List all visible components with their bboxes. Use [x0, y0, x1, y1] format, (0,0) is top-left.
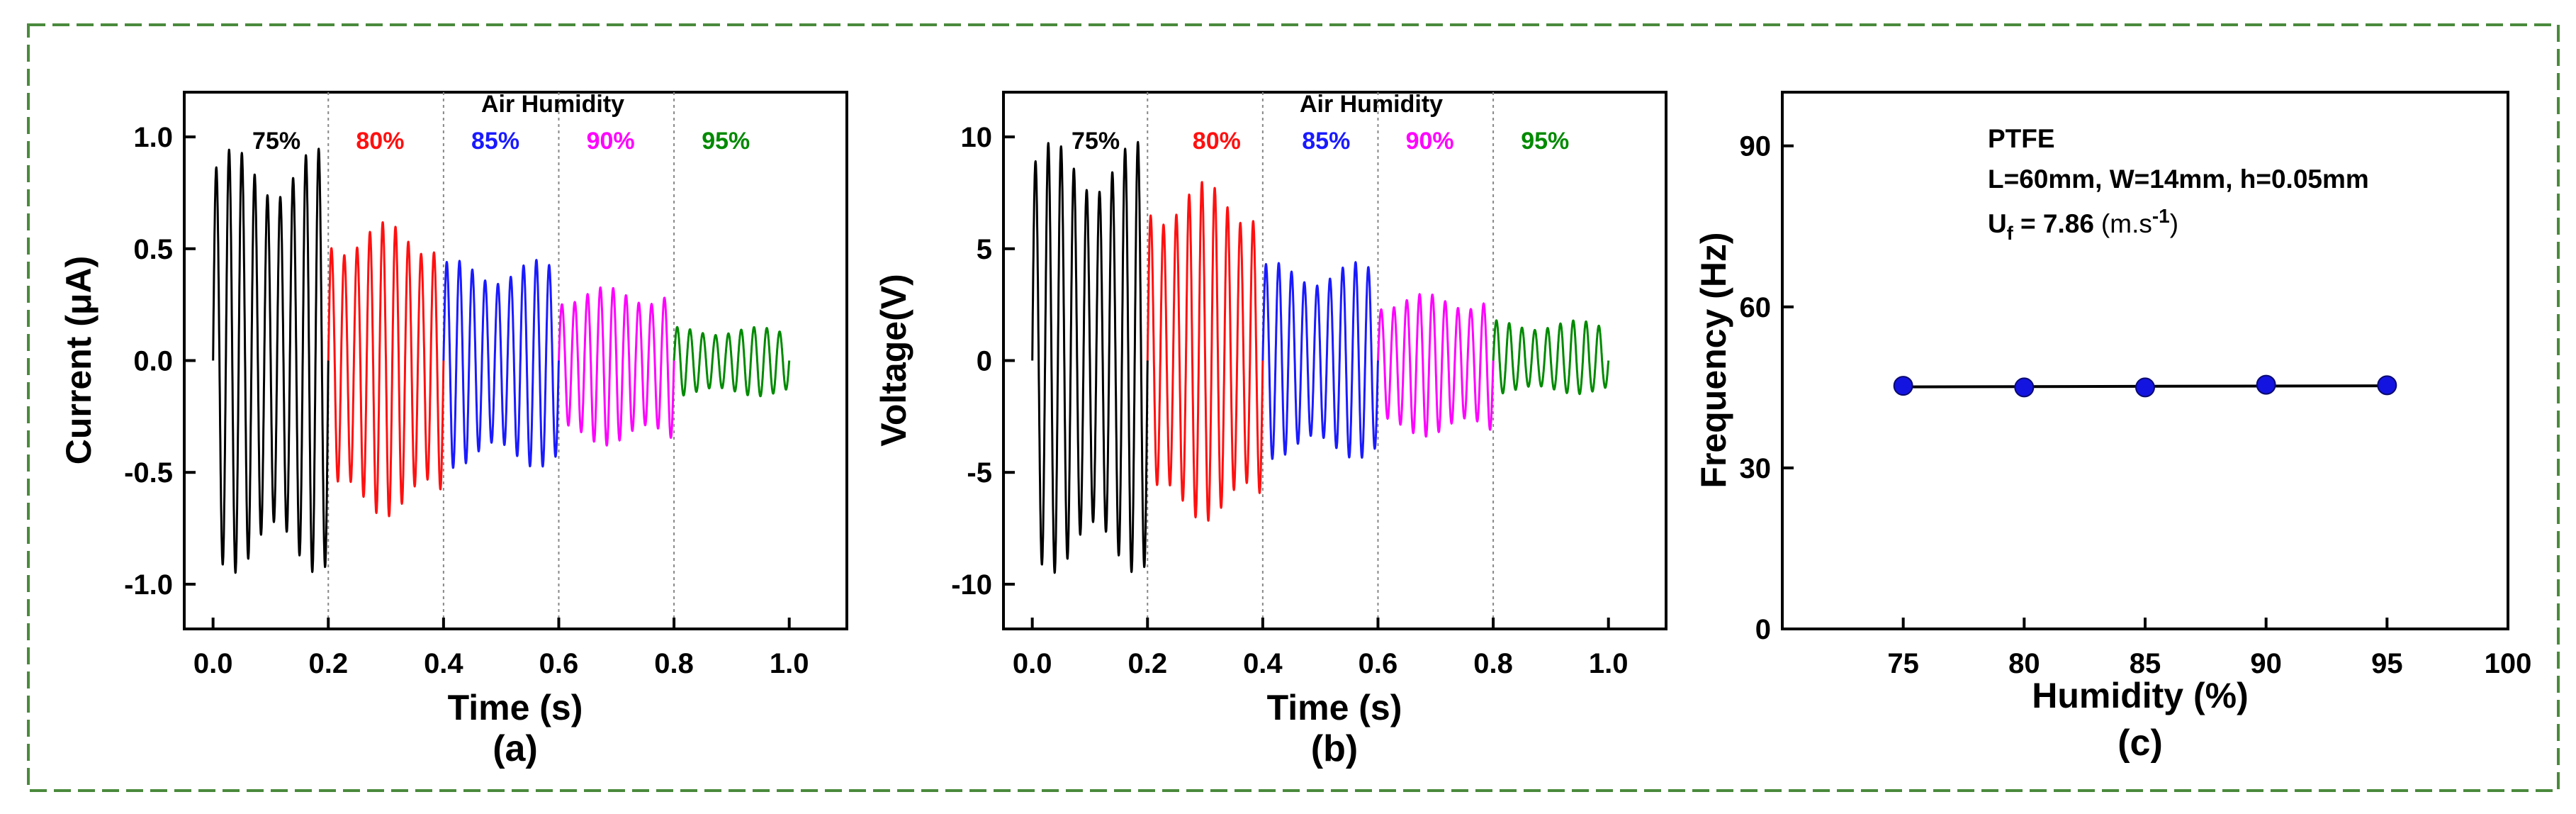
x-tick-label: 85	[2130, 648, 2161, 679]
plot-b-segment-labels: 75% 80% 85% 90% 95%	[1072, 128, 1569, 155]
y-tick-label: 90	[1740, 131, 1772, 162]
plot-b-y-axis-title: Voltage(V)	[874, 274, 913, 447]
segment-label: 85%	[471, 128, 519, 155]
flow-velocity-subscript: f	[2007, 223, 2014, 244]
y-tick-label: 0.0	[133, 346, 173, 377]
plot-a-y-axis-title: Current (μA)	[59, 256, 99, 464]
waveform-series-90pct	[1377, 293, 1495, 438]
flow-velocity-unit-close: )	[2170, 209, 2178, 238]
segment-label: 95%	[702, 128, 750, 155]
segment-label: 75%	[252, 128, 300, 155]
waveform-series-95pct	[673, 325, 791, 398]
y-tick-label: -1.0	[124, 569, 173, 601]
x-tick-label: 0.2	[308, 648, 348, 679]
x-tick-label: 0.2	[1127, 648, 1167, 679]
segment-label: 80%	[1193, 128, 1241, 155]
x-tick-label: 0.4	[424, 648, 463, 679]
data-point	[2377, 375, 2397, 396]
waveform-series-95pct	[1492, 319, 1610, 396]
plot-b-x-axis-title: Time (s)	[1267, 688, 1402, 727]
plot-b-x-ticks: 0.0 0.2 0.4 0.6 0.8 1.0	[1013, 618, 1629, 679]
plot-a-title: Air Humidity	[481, 91, 624, 118]
x-tick-label: 0.0	[1013, 648, 1052, 679]
figure-frame: -1.0 -0.5 0.0 0.5 1.0 0.0 0.2 0.4 0.6 0.8 1.0 75%…	[7, 7, 2569, 810]
plot-a-panel-label: (a)	[493, 728, 538, 769]
segment-label: 90%	[587, 128, 635, 155]
waveform-series-80pct	[327, 221, 445, 518]
x-tick-label: 1.0	[770, 648, 809, 679]
plot-b-title: Air Humidity	[1300, 91, 1443, 118]
x-tick-label: 1.0	[1589, 648, 1629, 679]
x-tick-label: 0.8	[654, 648, 694, 679]
plot-c-y-ticks: 0 30 60 90	[1740, 131, 1794, 645]
x-tick-label: 75	[1887, 648, 1919, 679]
plot-b-panel-label: (b)	[1311, 728, 1358, 769]
figure-svg: -1.0 -0.5 0.0 0.5 1.0 0.0 0.2 0.4 0.6 0.8 1.0 75%…	[27, 23, 2560, 792]
y-tick-label: 5	[977, 234, 992, 265]
flow-velocity-symbol: U	[1988, 209, 2007, 238]
waveform-series-90pct	[558, 286, 675, 447]
data-point	[2256, 374, 2276, 395]
flow-velocity-unit-open: (m.s	[2101, 209, 2152, 238]
x-tick-label: 95	[2371, 648, 2403, 679]
waveform-series-75pct	[1031, 140, 1149, 574]
plot-c-flow-velocity-label: Uf = 7.86 (m.s-1)	[1988, 205, 2178, 244]
plot-a-x-ticks: 0.0 0.2 0.4 0.6 0.8 1.0	[193, 618, 809, 679]
plot-c-dimensions-label: L=60mm, W=14mm, h=0.05mm	[1988, 165, 2369, 194]
y-tick-label: 0.5	[133, 234, 173, 265]
segment-label: 80%	[356, 128, 404, 155]
y-tick-label: -10	[951, 569, 992, 601]
panel-c-frequency-chart: 0 30 60 90 75 80 85 90 95 100 PTFE L=60mm, W=14m…	[1694, 91, 2531, 764]
flow-velocity-unit-exponent: -1	[2152, 205, 2170, 227]
y-tick-label: 60	[1740, 292, 1772, 323]
plot-a-waveforms	[212, 147, 791, 574]
panel-a-current-chart: -1.0 -0.5 0.0 0.5 1.0 0.0 0.2 0.4 0.6 0.8 1.0 75%…	[59, 91, 848, 769]
data-point	[1893, 376, 1913, 396]
waveform-series-85pct	[1261, 261, 1379, 460]
x-tick-label: 0.8	[1473, 648, 1513, 679]
y-tick-label: 1.0	[133, 122, 173, 153]
x-tick-label: 0.6	[539, 648, 579, 679]
segment-label: 90%	[1406, 128, 1454, 155]
plot-b-waveforms	[1031, 140, 1610, 574]
plot-c-y-axis-title: Frequency (Hz)	[1694, 232, 1733, 488]
y-tick-label: 0	[1755, 614, 1771, 645]
y-tick-label: 30	[1740, 453, 1772, 484]
segment-label: 75%	[1072, 128, 1120, 155]
plot-c-data-points	[1893, 374, 2397, 398]
y-tick-label: -0.5	[124, 457, 173, 489]
waveform-series-75pct	[212, 147, 330, 574]
x-tick-label: 100	[2485, 648, 2532, 679]
segment-label: 85%	[1302, 128, 1350, 155]
flow-velocity-value: = 7.86	[2013, 209, 2094, 238]
plot-c-panel-label: (c)	[2117, 723, 2163, 764]
y-tick-label: -5	[967, 457, 992, 489]
panel-b-voltage-chart: -10 -5 0 5 10 0.0 0.2 0.4 0.6 0.8 1.0 75% 80% 85% 90…	[874, 91, 1667, 769]
x-tick-label: 80	[2008, 648, 2040, 679]
y-tick-label: 0	[977, 346, 992, 377]
plot-c-material-label: PTFE	[1988, 124, 2055, 153]
plot-a-segment-labels: 75% 80% 85% 90% 95%	[252, 128, 750, 155]
data-point	[2014, 377, 2035, 398]
plot-c-x-axis-title: Humidity (%)	[2032, 676, 2249, 715]
x-tick-label: 0.6	[1359, 648, 1398, 679]
waveform-series-85pct	[442, 259, 560, 469]
x-tick-label: 0.0	[193, 648, 233, 679]
data-point	[2135, 377, 2155, 398]
x-tick-label: 0.4	[1243, 648, 1283, 679]
plot-c-x-ticks: 75 80 85 90 95 100	[1887, 618, 2531, 679]
segment-label: 95%	[1521, 128, 1569, 155]
waveform-series-80pct	[1146, 181, 1264, 522]
x-tick-label: 90	[2250, 648, 2282, 679]
y-tick-label: 10	[961, 122, 993, 153]
plot-a-x-axis-title: Time (s)	[448, 688, 583, 727]
dashed-frame-border	[27, 23, 2560, 792]
plot-b-y-ticks: -10 -5 0 5 10	[951, 122, 1015, 601]
plot-a-y-ticks: -1.0 -0.5 0.0 0.5 1.0	[124, 122, 196, 601]
